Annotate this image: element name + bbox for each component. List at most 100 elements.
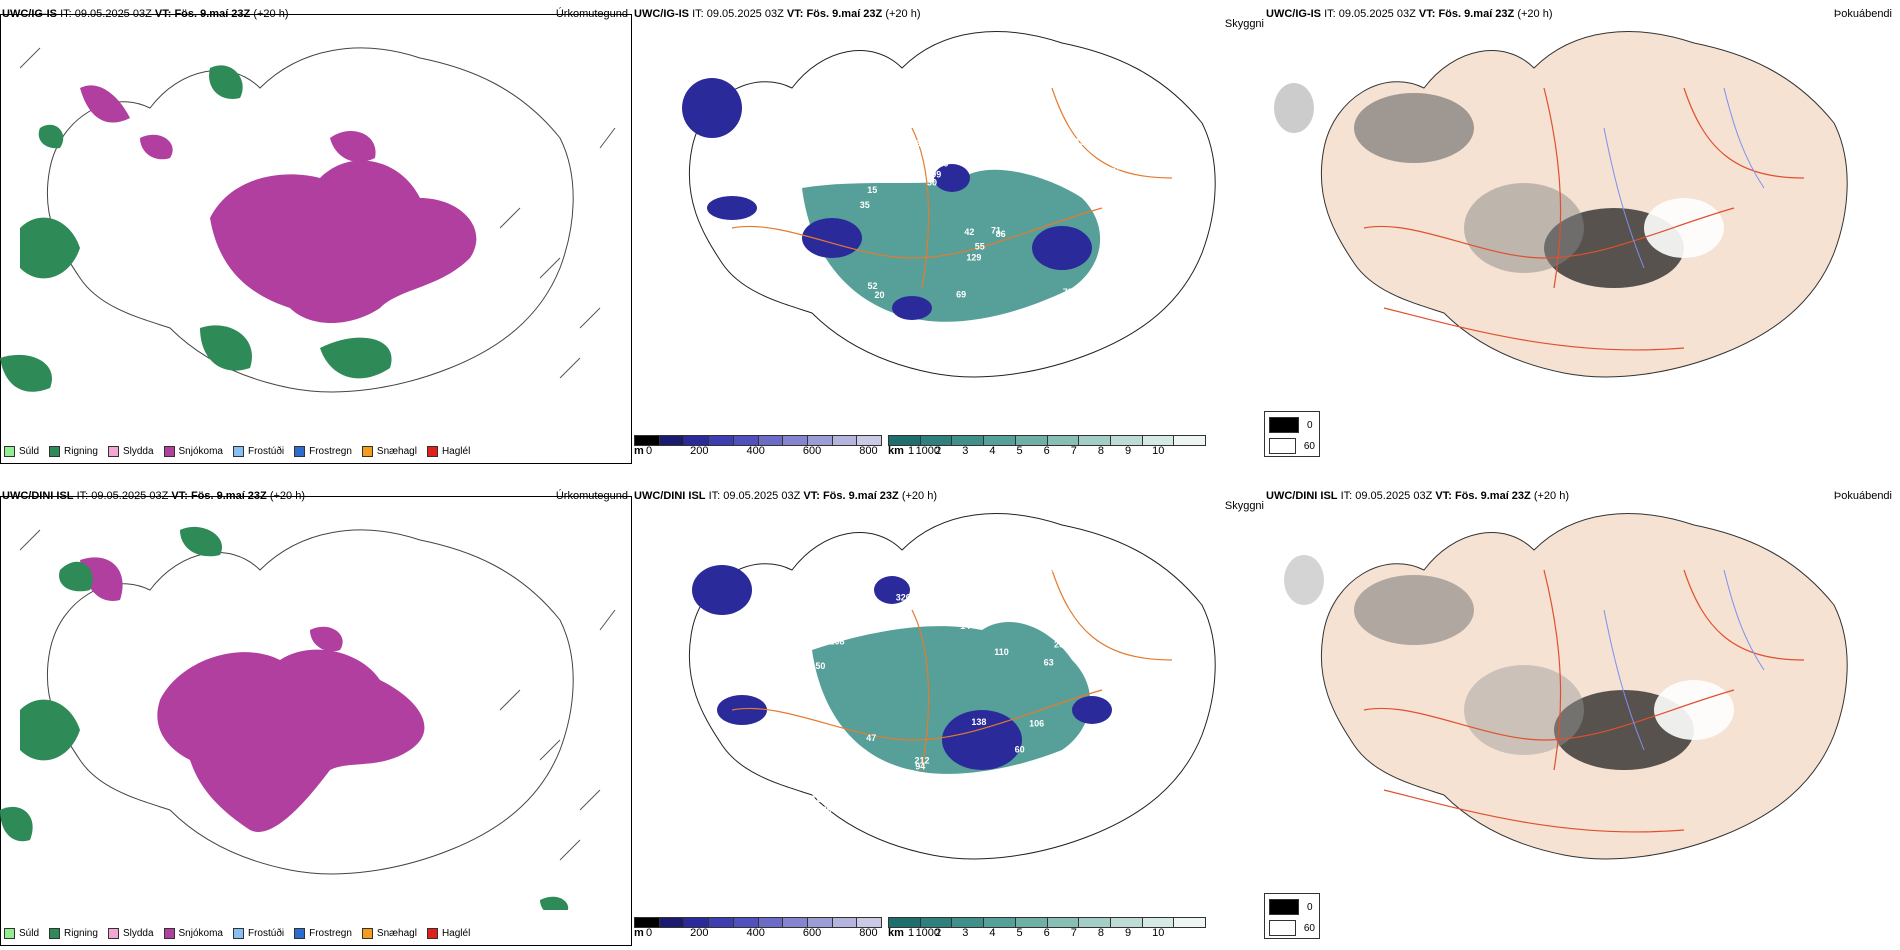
swatch — [232, 928, 244, 939]
fog-panel-top: UWC/IG-IS IT: 09.05.2025 03Z VT: Fös. 9.… — [1264, 0, 1896, 465]
swatch — [232, 446, 244, 457]
panel-header: UWC/IG-IS IT: 09.05.2025 03Z VT: Fös. 9.… — [1266, 8, 1553, 20]
vt-value: Fös. 9.maí 23Z — [822, 490, 899, 502]
fog-legend: 0 60 — [1264, 893, 1320, 939]
vt-label: VT: — [154, 8, 172, 20]
vt-value: Fös. 9.maí 23Z — [174, 8, 251, 20]
legend-label: 0 — [1307, 901, 1313, 913]
fog-map — [1284, 513, 1848, 860]
legend-label: Snæhagl — [376, 446, 417, 457]
panel-title: Skyggni — [1224, 18, 1264, 30]
vt-label: VT: — [803, 490, 820, 502]
legend-label: 60 — [1303, 440, 1315, 452]
visibility-labels: 24 168 94 149 212 208 11 73 84 63 138 131 168 110 139 1… — [712, 556, 1106, 830]
panel-title: Þokuábendi — [1833, 490, 1892, 502]
visibility-value-label: 44 — [740, 170, 750, 180]
it-label: IT: — [692, 8, 704, 20]
visibility-labels: 122 44 34 35 40 46 223 73 104 180 227 146 148 126 86 97… — [724, 71, 1121, 342]
visibility-value-label: 46 — [760, 322, 770, 332]
tick: 4 — [989, 445, 996, 457]
lead-time: (+20 h) — [1533, 490, 1569, 502]
rivers — [1603, 569, 1765, 751]
precip-legend: Súld Rigning Slydda Snjókoma Frostúði Fr… — [4, 446, 470, 457]
visibility-map: 122 44 34 35 40 46 223 73 104 180 227 146 148 126 86 97… — [682, 31, 1216, 378]
visibility-panel-bottom: UWC/DINI ISL IT: 09.05.2025 03Z VT: Fös.… — [632, 482, 1264, 947]
panel-header: UWC/IG-IS IT: 09.05.2025 03Z VT: Fös. 9.… — [2, 8, 289, 20]
tick: 400 — [746, 927, 765, 939]
it-value: 09.05.2025 03Z — [706, 8, 784, 20]
roads — [731, 569, 1173, 771]
swatch — [49, 928, 61, 939]
tick: 200 — [690, 445, 709, 457]
visibility-value-label: 149 — [762, 799, 777, 809]
iceland-outline — [688, 513, 1216, 860]
legend-label: Súld — [19, 928, 40, 939]
precip-map — [0, 47, 616, 393]
colorbar-ticks: 0 200 400 600 800 1000 — [646, 445, 940, 457]
visibility-value-label: 63 — [1044, 658, 1054, 668]
visibility-value-label: 60 — [1015, 745, 1025, 755]
legend-label: Rigning — [64, 446, 98, 457]
legend-item-hagel: Haglél — [426, 928, 470, 939]
it-value: 09.05.2025 03Z — [1355, 490, 1433, 502]
visibility-blue-patches — [692, 565, 1112, 770]
visibility-value-label: 201 — [805, 794, 820, 804]
wind-barbs — [19, 47, 616, 379]
lead-time: (+20 h) — [1517, 8, 1553, 20]
vt-label: VT: — [786, 8, 804, 20]
roads — [731, 87, 1173, 289]
visibility-value-label: 86 — [996, 229, 1006, 239]
legend-label: Rigning — [64, 928, 98, 939]
visibility-value-label: 206 — [1054, 639, 1069, 649]
panel-header: UWC/DINI ISL IT: 09.05.2025 03Z VT: Fös.… — [1266, 490, 1569, 502]
wind-barbs — [19, 529, 616, 861]
colorbar-km — [888, 435, 1206, 446]
lead-time: (+20 h) — [901, 490, 937, 502]
legend-label: Slydda — [122, 446, 154, 457]
tick: 5 — [1016, 927, 1023, 939]
legend-item-snaehagl: Snæhagl — [361, 446, 417, 457]
visibility-value-label: 78 — [1063, 287, 1073, 297]
visibility-km-colorbar: km 1 2 3 4 5 6 7 8 9 10 — [888, 435, 1208, 461]
iceland-outline — [688, 31, 1216, 378]
tick: 200 — [690, 927, 709, 939]
visibility-value-label: 227 — [724, 305, 739, 315]
visibility-value-label: 146 — [788, 294, 803, 304]
visibility-value-label: 40 — [961, 125, 971, 135]
visibility-value-label: 168 — [1014, 818, 1029, 828]
legend-item-rigning: Rigning — [49, 928, 98, 939]
vt-value: Fös. 9.maí 23Z — [1438, 8, 1515, 20]
swatch — [361, 928, 373, 939]
colorbar-unit: m — [634, 445, 644, 457]
snow-areas — [80, 557, 425, 832]
swatch — [1269, 920, 1296, 936]
tick: 10 — [1152, 445, 1165, 457]
lead-time: (+20 h) — [269, 490, 305, 502]
tick: 4 — [989, 927, 996, 939]
legend-label: Frostúði — [247, 928, 285, 939]
visibility-value-label: 129 — [1095, 147, 1110, 157]
visibility-value-label: 15 — [867, 185, 877, 195]
colorbar-m — [634, 435, 882, 446]
rain-areas — [0, 65, 392, 392]
swatch — [426, 928, 438, 939]
visibility-value-label: 224 — [791, 761, 806, 771]
visibility-m-colorbar: m 0 200 400 600 800 1000 — [634, 917, 940, 943]
visibility-value-label: 24 — [1082, 725, 1092, 735]
precip-legend: Súld Rigning Slydda Snjókoma Frostúði Fr… — [4, 928, 470, 939]
legend-label: Frostúði — [247, 446, 285, 457]
visibility-value-label: 58 — [822, 146, 832, 156]
tick: 9 — [1125, 927, 1132, 939]
visibility-value-label: 111 — [872, 169, 886, 179]
panel-frame — [0, 496, 632, 946]
visibility-value-label: 34 — [1074, 99, 1084, 109]
visibility-value-label: 180 — [833, 144, 848, 154]
visibility-value-label: 208 — [830, 636, 845, 646]
colorbar-unit: km — [888, 445, 904, 457]
visibility-value-label: 30 — [927, 177, 937, 187]
visibility-value-label: 94 — [915, 762, 925, 772]
visibility-value-label: 73 — [989, 598, 999, 608]
visibility-value-label: 199 — [777, 569, 792, 579]
visibility-value-label: 126 — [933, 159, 948, 169]
tick: 0 — [646, 445, 653, 457]
